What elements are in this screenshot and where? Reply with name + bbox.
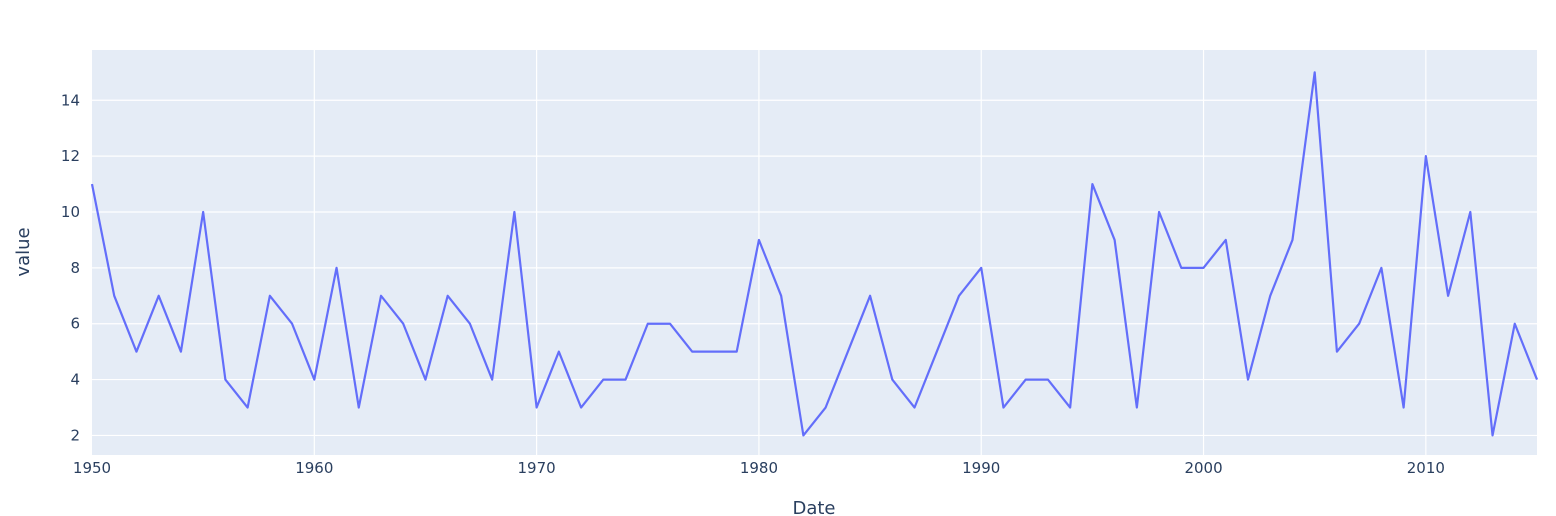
data-point[interactable] <box>1534 377 1540 383</box>
data-point[interactable] <box>89 181 95 187</box>
data-point[interactable] <box>778 293 784 299</box>
data-point[interactable] <box>1023 377 1029 383</box>
data-point[interactable] <box>978 265 984 271</box>
data-point[interactable] <box>334 265 340 271</box>
y-axis-title: value <box>13 227 34 276</box>
data-point[interactable] <box>845 349 851 355</box>
data-point[interactable] <box>178 349 184 355</box>
data-point[interactable] <box>445 293 451 299</box>
data-point[interactable] <box>1112 237 1118 243</box>
data-point[interactable] <box>511 209 517 215</box>
y-tick-label: 2 <box>70 426 80 444</box>
data-point[interactable] <box>1378 265 1384 271</box>
data-point[interactable] <box>289 321 295 327</box>
x-tick-label: 1990 <box>962 459 1000 477</box>
data-point[interactable] <box>1134 405 1140 411</box>
data-point[interactable] <box>823 405 829 411</box>
data-point[interactable] <box>956 293 962 299</box>
data-point[interactable] <box>756 237 762 243</box>
data-point[interactable] <box>1423 153 1429 159</box>
data-point[interactable] <box>267 293 273 299</box>
data-point[interactable] <box>245 405 251 411</box>
y-tick-label: 12 <box>61 147 80 165</box>
y-tick-label: 6 <box>70 315 80 333</box>
y-tick-label: 10 <box>61 203 80 221</box>
data-point[interactable] <box>667 321 673 327</box>
data-point[interactable] <box>422 377 428 383</box>
data-point[interactable] <box>1178 265 1184 271</box>
plot-background <box>92 50 1537 455</box>
x-tick-label: 2000 <box>1184 459 1222 477</box>
data-point[interactable] <box>311 377 317 383</box>
data-point[interactable] <box>556 349 562 355</box>
data-point[interactable] <box>1356 321 1362 327</box>
series-line <box>90 71 1539 437</box>
data-point[interactable] <box>356 405 362 411</box>
data-point[interactable] <box>378 293 384 299</box>
x-axis-ticks: 1950 1960 1970 1980 1990 2000 2010 <box>73 459 1445 477</box>
data-point[interactable] <box>867 293 873 299</box>
data-point[interactable] <box>934 349 940 355</box>
x-tick-label: 1980 <box>740 459 778 477</box>
data-point[interactable] <box>1223 237 1229 243</box>
x-axis-title: Date <box>792 498 835 516</box>
x-tick-label: 1960 <box>295 459 333 477</box>
data-point[interactable] <box>1045 377 1051 383</box>
data-point[interactable] <box>1267 293 1273 299</box>
data-point[interactable] <box>800 432 806 438</box>
data-point[interactable] <box>1312 69 1318 75</box>
data-point[interactable] <box>645 321 651 327</box>
data-point[interactable] <box>400 321 406 327</box>
y-tick-label: 14 <box>61 91 80 109</box>
data-point[interactable] <box>1289 237 1295 243</box>
data-point[interactable] <box>1334 349 1340 355</box>
y-axis-ticks: 2 4 6 8 10 12 14 <box>61 91 80 444</box>
grid-lines <box>92 50 1537 455</box>
data-point[interactable] <box>156 293 162 299</box>
x-tick-label: 1950 <box>73 459 111 477</box>
data-point[interactable] <box>623 377 629 383</box>
data-point[interactable] <box>489 377 495 383</box>
data-point[interactable] <box>1000 405 1006 411</box>
data-point[interactable] <box>578 405 584 411</box>
x-tick-label: 2010 <box>1407 459 1445 477</box>
data-point[interactable] <box>1490 432 1496 438</box>
data-point[interactable] <box>1156 209 1162 215</box>
data-point[interactable] <box>1067 405 1073 411</box>
data-point[interactable] <box>689 349 695 355</box>
data-point[interactable] <box>1201 265 1207 271</box>
data-point[interactable] <box>111 293 117 299</box>
data-point[interactable] <box>1467 209 1473 215</box>
data-point[interactable] <box>222 377 228 383</box>
data-point[interactable] <box>534 405 540 411</box>
data-point[interactable] <box>889 377 895 383</box>
data-point[interactable] <box>467 321 473 327</box>
data-point[interactable] <box>1401 405 1407 411</box>
data-point[interactable] <box>711 349 717 355</box>
data-point[interactable] <box>1445 293 1451 299</box>
y-tick-label: 4 <box>70 371 80 389</box>
y-tick-label: 8 <box>70 259 80 277</box>
data-point[interactable] <box>600 377 606 383</box>
x-tick-label: 1970 <box>518 459 556 477</box>
data-point[interactable] <box>1512 321 1518 327</box>
series-layer <box>89 69 1540 438</box>
data-point[interactable] <box>1245 377 1251 383</box>
data-point[interactable] <box>734 349 740 355</box>
data-point[interactable] <box>133 349 139 355</box>
data-point[interactable] <box>912 405 918 411</box>
data-point[interactable] <box>200 209 206 215</box>
data-point[interactable] <box>1089 181 1095 187</box>
